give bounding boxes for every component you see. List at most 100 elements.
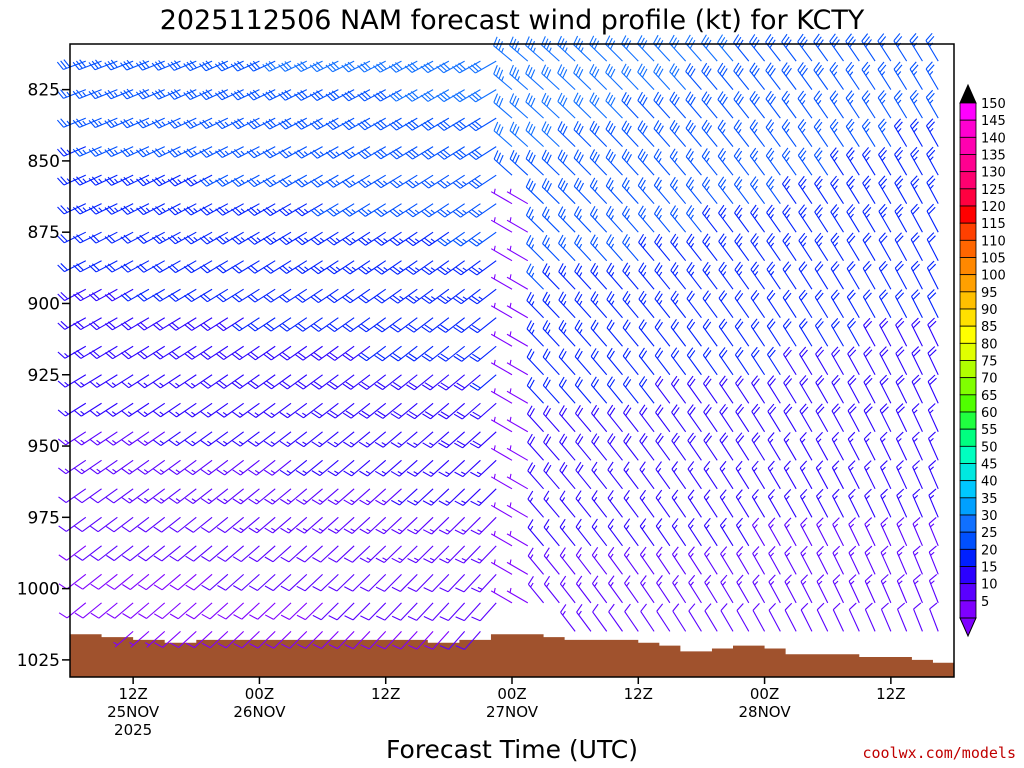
wind-barb (407, 602, 434, 621)
colorbar-label: 45 (981, 458, 998, 473)
wind-barb (526, 405, 544, 433)
wind-barb (800, 602, 813, 632)
wind-barb (389, 203, 418, 218)
wind-barb (574, 376, 592, 404)
x-tick-label: 27NOV (486, 703, 539, 721)
wind-barb (782, 318, 797, 347)
wind-barb (199, 288, 229, 303)
wind-barb (576, 604, 592, 632)
wind-barb (638, 233, 655, 262)
wind-barb (688, 574, 702, 604)
x-tick-label: 28NOV (739, 703, 792, 721)
wind-barb (73, 317, 102, 331)
wind-barb (814, 261, 829, 290)
wind-barb (782, 289, 797, 319)
wind-barb (296, 516, 323, 534)
wind-barb (74, 573, 102, 590)
wind-barb (575, 518, 592, 547)
wind-barb (639, 404, 655, 433)
wind-barb (422, 516, 450, 535)
wind-barb (232, 545, 260, 563)
wind-barb (527, 462, 544, 490)
wind-barb (280, 516, 308, 534)
wind-barb (201, 545, 229, 562)
wind-barb (925, 61, 939, 90)
wind-barb (670, 347, 687, 376)
colorbar-bin (959, 497, 977, 516)
wind-barb (846, 289, 860, 319)
wind-barb (589, 120, 608, 148)
wind-barb (814, 232, 829, 261)
wind-barb (137, 516, 166, 533)
wind-barb (215, 174, 244, 187)
colorbar-label: 90 (981, 303, 998, 318)
wind-barb (672, 603, 687, 632)
wind-barb (781, 147, 797, 176)
wind-barb (894, 260, 908, 290)
wind-barb (279, 345, 308, 361)
wind-barb (639, 432, 655, 461)
wind-barb (879, 346, 892, 376)
wind-barb (557, 35, 576, 62)
wind-barb (765, 147, 781, 176)
wind-barb (231, 402, 260, 418)
wind-barb (280, 488, 308, 505)
wind-barb (490, 331, 513, 347)
wind-barb (152, 231, 181, 245)
wind-barb (279, 431, 308, 448)
wind-barb (847, 317, 860, 347)
wind-barb (279, 402, 308, 419)
wind-barb (185, 573, 213, 591)
wind-barb (341, 117, 371, 131)
wind-barb (73, 402, 102, 417)
wind-barb (781, 119, 797, 147)
wind-barb (279, 374, 308, 390)
wind-barb (357, 117, 386, 131)
wind-barb (137, 459, 166, 475)
wind-barb (765, 62, 781, 90)
wind-barb (89, 317, 118, 331)
wind-barb (422, 402, 450, 420)
wind-barb (560, 604, 576, 632)
y-tick-label: 900 (28, 294, 60, 314)
wind-barb (543, 575, 560, 604)
wind-barb (309, 117, 339, 130)
wind-barb (829, 90, 844, 119)
wind-barb (200, 459, 229, 476)
wind-barb (405, 203, 434, 218)
wind-barb (169, 488, 197, 504)
wind-barb (58, 459, 87, 475)
wind-barb (702, 318, 718, 347)
wind-barb (263, 317, 292, 332)
wind-barb (438, 459, 466, 478)
wind-barb (829, 118, 844, 147)
wind-barb (136, 345, 166, 360)
wind-barb (343, 545, 371, 563)
wind-barb (832, 488, 844, 518)
wind-barb (638, 262, 655, 290)
wind-barb (436, 203, 465, 218)
wind-barb (506, 473, 529, 490)
wind-barb (672, 574, 687, 604)
wind-barb (453, 402, 481, 420)
wind-barb (831, 374, 844, 404)
wind-barb (895, 346, 908, 376)
wind-barb (719, 460, 734, 490)
terrain-fill (70, 634, 954, 677)
wind-barb (606, 347, 623, 376)
wind-barb (800, 545, 813, 575)
wind-barb (506, 274, 529, 290)
wind-barb (768, 546, 781, 575)
wind-barb (861, 61, 876, 90)
wind-barb (654, 290, 671, 319)
wind-barb (925, 89, 939, 119)
wind-barb (490, 473, 513, 490)
wind-barb (423, 602, 450, 621)
wind-barb (359, 459, 387, 477)
wind-barb (573, 120, 592, 148)
wind-barb (733, 176, 750, 205)
wind-barb (389, 117, 418, 131)
wind-barb (391, 488, 418, 506)
wind-barb (168, 260, 197, 274)
wind-barb (894, 289, 908, 318)
